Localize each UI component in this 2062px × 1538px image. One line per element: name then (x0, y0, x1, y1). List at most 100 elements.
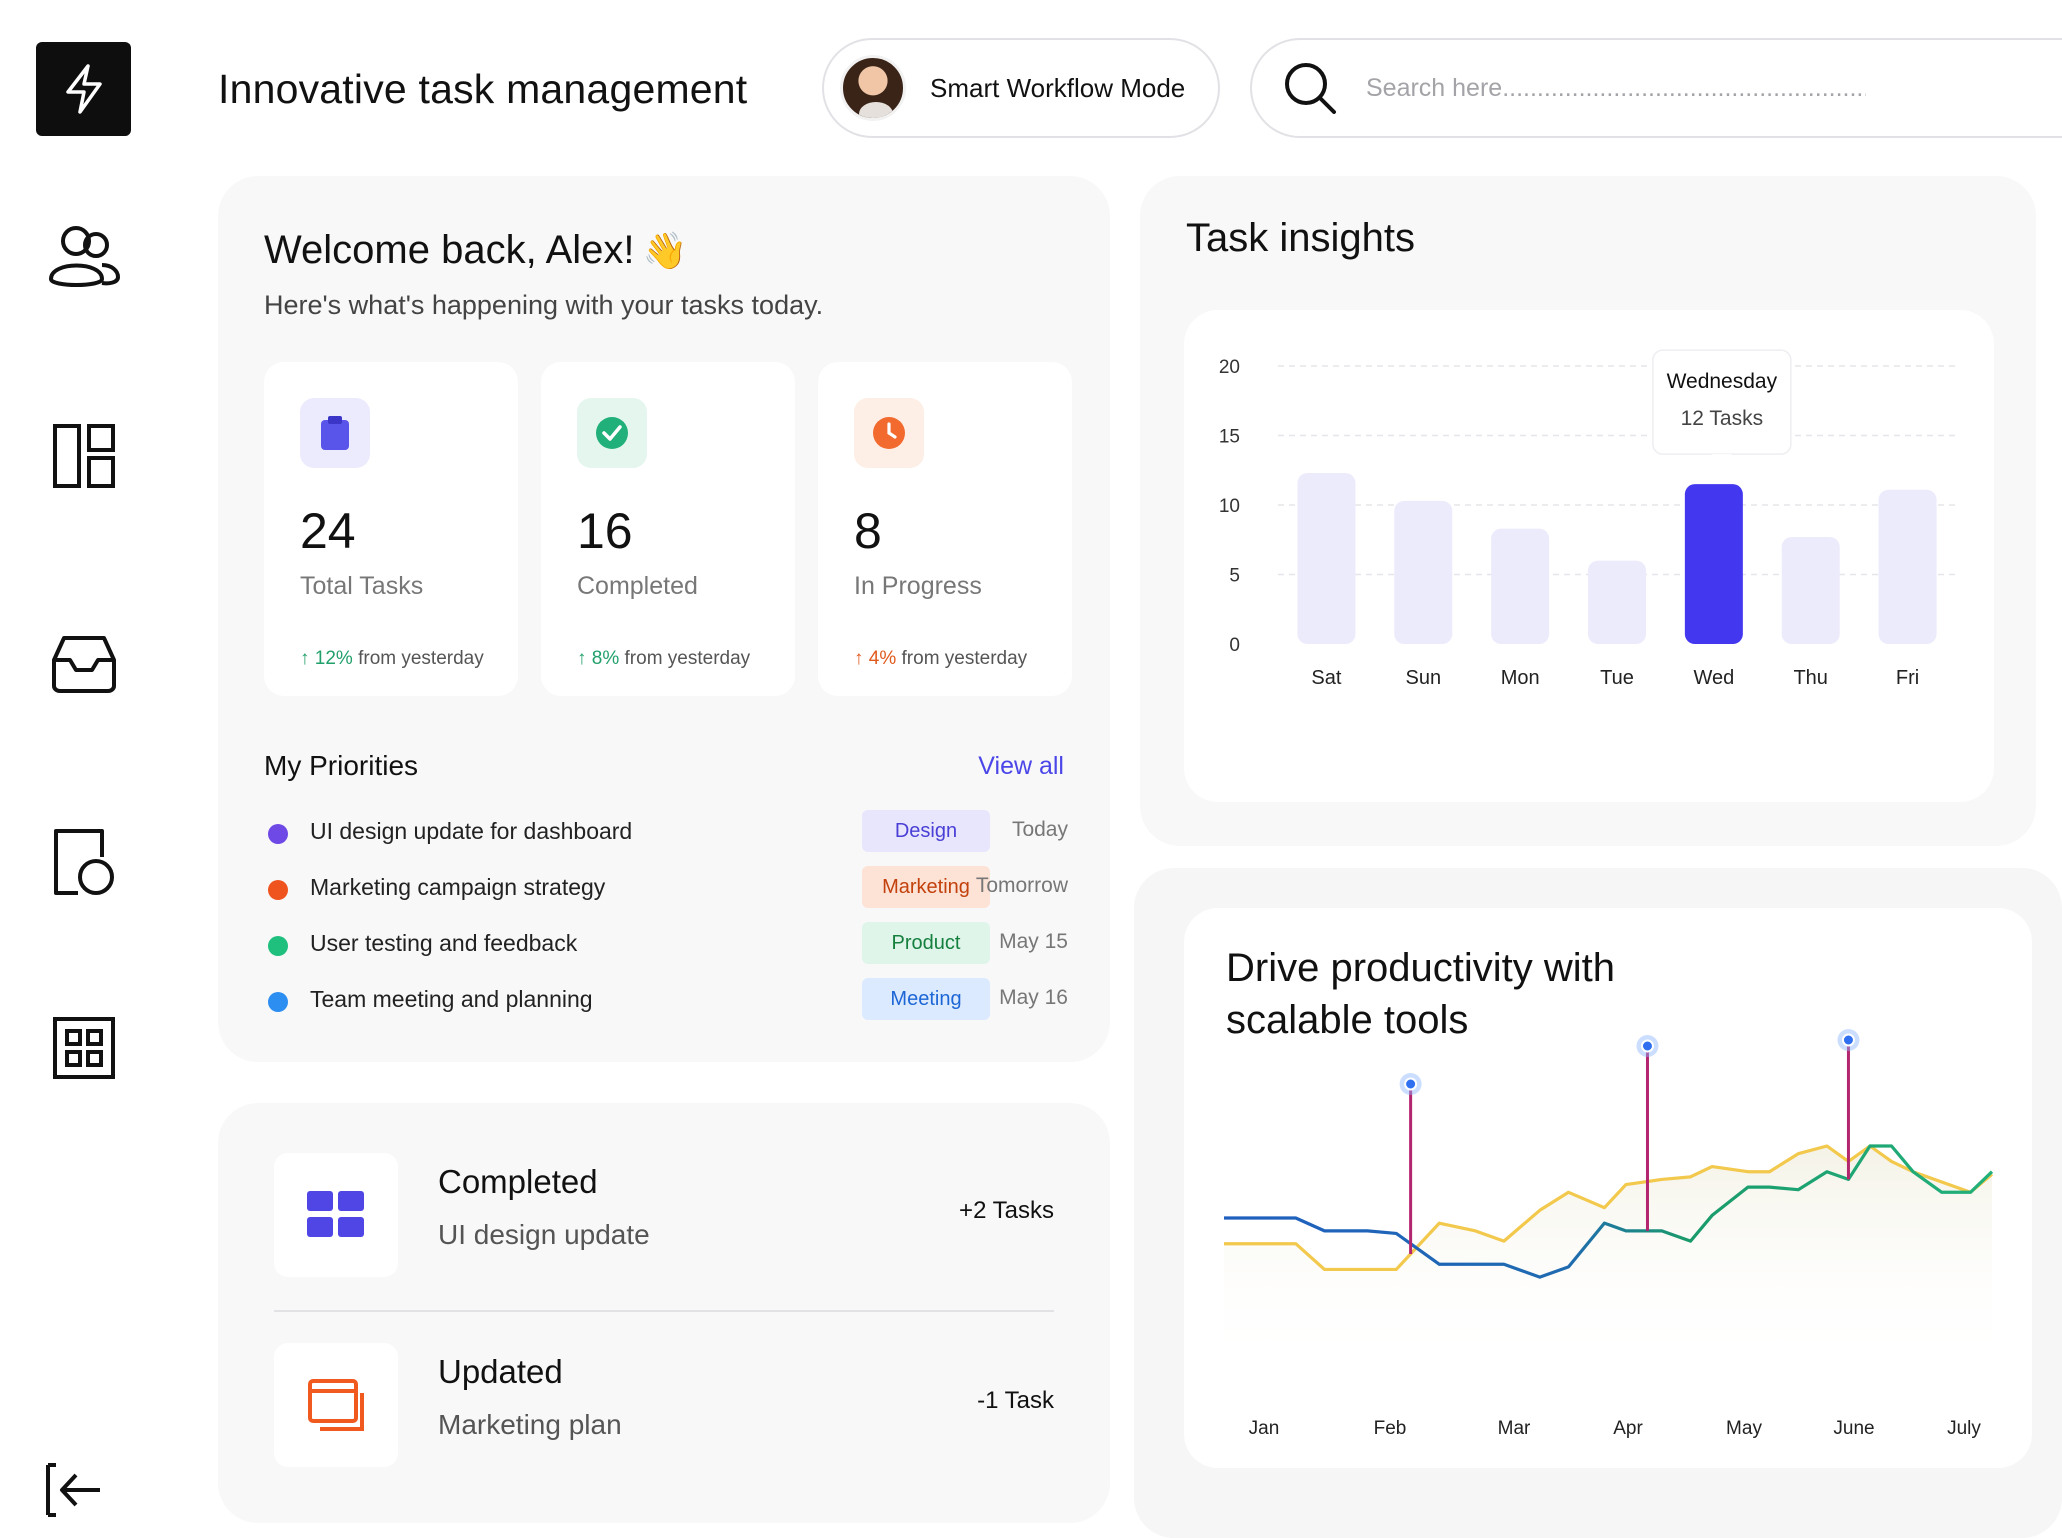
check-icon-box (577, 398, 647, 468)
nav-apps[interactable] (44, 1008, 124, 1088)
stat-value: 24 (300, 503, 356, 559)
grid-icon (53, 1017, 115, 1079)
document-icon (54, 829, 114, 895)
activity-title: Updated (438, 1353, 563, 1390)
priority-tag[interactable]: Design (862, 810, 990, 852)
priority-dot (268, 936, 288, 956)
workflow-mode-label: Smart Workflow Mode (930, 72, 1186, 103)
marker-dot (1841, 1033, 1855, 1047)
x-tick-label: Tue (1600, 667, 1634, 689)
logout-button[interactable] (34, 1450, 114, 1530)
priority-tag[interactable]: Marketing (862, 866, 990, 908)
search-bar[interactable] (1250, 38, 2062, 138)
insights-title: Task insights (1186, 216, 1415, 260)
line-chart-panel: Drive productivity with scalable tools J… (1184, 908, 2032, 1468)
bar (1684, 484, 1743, 644)
line-chart: Jan Feb Mar Apr May June July (1224, 1029, 1994, 1439)
search-icon (1285, 63, 1336, 114)
tooltip-box (1652, 349, 1792, 455)
stat-card-total[interactable]: 24 Total Tasks ↑ 12% from yesterday (264, 362, 518, 696)
windows-icon (308, 1379, 364, 1431)
priority-item[interactable]: UI design update for dashboard Design To… (268, 810, 1068, 854)
welcome-subtitle: Here's what's happening with your tasks … (264, 290, 824, 320)
y-tick-label: 5 (1229, 566, 1240, 587)
stat-label: Total Tasks (300, 572, 424, 600)
nav-inbox[interactable] (44, 624, 124, 704)
layout-icon (53, 424, 115, 488)
productivity-title: Drive productivity with scalable tools (1226, 946, 1616, 1042)
stat-delta: ↑ 8% from yesterday (577, 648, 750, 670)
y-tick-label: 15 (1219, 427, 1240, 448)
activity-count: +2 Tasks (959, 1197, 1054, 1224)
welcome-card: Welcome back, Alex! 👋 Here's what's happe… (218, 176, 1110, 1062)
clock-icon-box (854, 398, 924, 468)
activity-icon-box (274, 1343, 398, 1467)
series-line (1224, 1144, 1994, 1279)
priorities-title: My Priorities (264, 750, 419, 781)
activity-item[interactable]: Updated Marketing plan -1 Task (274, 1343, 1054, 1469)
productivity-card: Drive productivity with scalable tools J… (1134, 868, 2062, 1538)
x-tick-label: June (1833, 1418, 1874, 1439)
priority-date: Today (1011, 818, 1068, 841)
stat-value: 8 (854, 503, 882, 559)
priority-item[interactable]: Marketing campaign strategy Marketing To… (268, 866, 1068, 910)
tooltip-day: Wednesday (1667, 370, 1778, 393)
nav-team[interactable] (44, 216, 124, 296)
x-tick-label: Sun (1405, 667, 1441, 689)
activity-title: Completed (438, 1163, 598, 1200)
stat-delta: ↑ 12% from yesterday (300, 648, 484, 670)
workflow-mode-toggle[interactable]: Smart Workflow Mode (822, 38, 1220, 138)
stat-delta-percent: 8% (591, 648, 620, 669)
lightning-icon (65, 64, 102, 114)
insights-card: Task insights 0 5 10 15 20 Sat Sun Mon Tue Wed Thu… (1140, 176, 2036, 846)
stat-delta-percent: 4% (868, 648, 897, 669)
check-circle-icon (596, 417, 628, 449)
page-title: Innovative task management (218, 66, 748, 112)
x-tick-label: Mon (1501, 667, 1540, 689)
priority-tag[interactable]: Product (862, 922, 990, 964)
view-all-link[interactable]: View all (978, 752, 1064, 780)
stat-label: Completed (577, 572, 698, 600)
bar (1781, 536, 1840, 644)
bar-chart-panel: 0 5 10 15 20 Sat Sun Mon Tue Wed Thu Fri Wednesday 12… (1184, 310, 1994, 802)
arrow-up-icon: ↑ (854, 648, 864, 669)
stat-delta-suffix: from yesterday (352, 648, 484, 669)
divider (274, 1310, 1054, 1312)
x-tick-label: Sat (1311, 667, 1341, 689)
nav-documents[interactable] (44, 822, 124, 902)
arrow-up-icon: ↑ (577, 648, 587, 669)
priority-tag[interactable]: Meeting (862, 978, 990, 1020)
search-input[interactable] (1366, 73, 1866, 103)
priority-item[interactable]: Team meeting and planning Meeting May 16 (268, 978, 1068, 1022)
activity-icon-box (274, 1153, 398, 1277)
clock-icon (873, 417, 905, 449)
arrow-up-icon: ↑ (300, 648, 310, 669)
stat-card-in-progress[interactable]: 8 In Progress ↑ 4% from yesterday (818, 362, 1072, 696)
priority-name: Team meeting and planning (310, 986, 593, 1012)
stat-delta-suffix: from yesterday (619, 648, 751, 669)
grid-squares-icon (307, 1191, 364, 1237)
stat-card-completed[interactable]: 16 Completed ↑ 8% from yesterday (541, 362, 795, 696)
activity-subtitle: UI design update (438, 1219, 650, 1250)
activity-item[interactable]: Completed UI design update +2 Tasks (274, 1153, 1054, 1279)
priority-item[interactable]: User testing and feedback Product May 15 (268, 922, 1068, 966)
nav-layout[interactable] (44, 416, 124, 496)
welcome-heading: Welcome back, Alex! 👋 (264, 228, 687, 273)
app-logo[interactable] (36, 42, 131, 136)
clipboard-icon (321, 416, 349, 450)
marker-dot (1404, 1077, 1418, 1091)
x-tick-label: May (1726, 1418, 1762, 1439)
priority-dot (268, 992, 288, 1012)
priority-date: May 15 (999, 930, 1068, 953)
priority-name: UI design update for dashboard (310, 818, 633, 844)
stat-delta: ↑ 4% from yesterday (854, 648, 1027, 670)
avatar (840, 55, 906, 121)
welcome-title: Welcome back, Alex! (264, 228, 635, 272)
stat-delta-percent: 12% (314, 648, 353, 669)
inbox-icon (52, 636, 116, 693)
stat-label: In Progress (854, 572, 982, 600)
x-tick-label: Fri (1896, 667, 1919, 689)
x-tick-label: July (1947, 1418, 1981, 1439)
bar (1491, 528, 1550, 644)
priority-dot (268, 880, 288, 900)
